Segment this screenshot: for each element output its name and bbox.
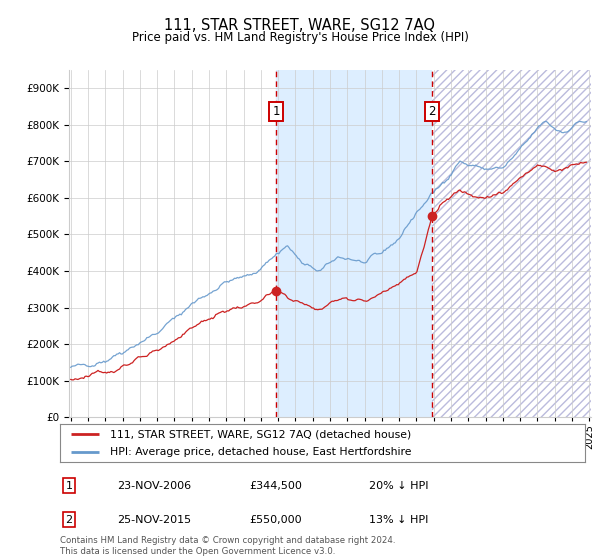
Text: Price paid vs. HM Land Registry's House Price Index (HPI): Price paid vs. HM Land Registry's House … bbox=[131, 31, 469, 44]
Text: 111, STAR STREET, WARE, SG12 7AQ (detached house): 111, STAR STREET, WARE, SG12 7AQ (detach… bbox=[110, 429, 411, 439]
Text: 2: 2 bbox=[65, 515, 73, 525]
Text: 111, STAR STREET, WARE, SG12 7AQ: 111, STAR STREET, WARE, SG12 7AQ bbox=[164, 18, 436, 33]
Text: 25-NOV-2015: 25-NOV-2015 bbox=[117, 515, 191, 525]
Text: 23-NOV-2006: 23-NOV-2006 bbox=[117, 480, 191, 491]
Bar bbox=[277, 70, 432, 417]
Text: HPI: Average price, detached house, East Hertfordshire: HPI: Average price, detached house, East… bbox=[110, 447, 412, 457]
Bar bbox=[432, 70, 600, 417]
Text: £344,500: £344,500 bbox=[249, 480, 302, 491]
Text: This data is licensed under the Open Government Licence v3.0.: This data is licensed under the Open Gov… bbox=[60, 547, 335, 556]
Text: 20% ↓ HPI: 20% ↓ HPI bbox=[369, 480, 428, 491]
Text: Contains HM Land Registry data © Crown copyright and database right 2024.: Contains HM Land Registry data © Crown c… bbox=[60, 536, 395, 545]
Text: 13% ↓ HPI: 13% ↓ HPI bbox=[369, 515, 428, 525]
Text: 1: 1 bbox=[65, 480, 73, 491]
Text: 1: 1 bbox=[272, 105, 280, 118]
Text: 2: 2 bbox=[428, 105, 436, 118]
Text: £550,000: £550,000 bbox=[249, 515, 302, 525]
